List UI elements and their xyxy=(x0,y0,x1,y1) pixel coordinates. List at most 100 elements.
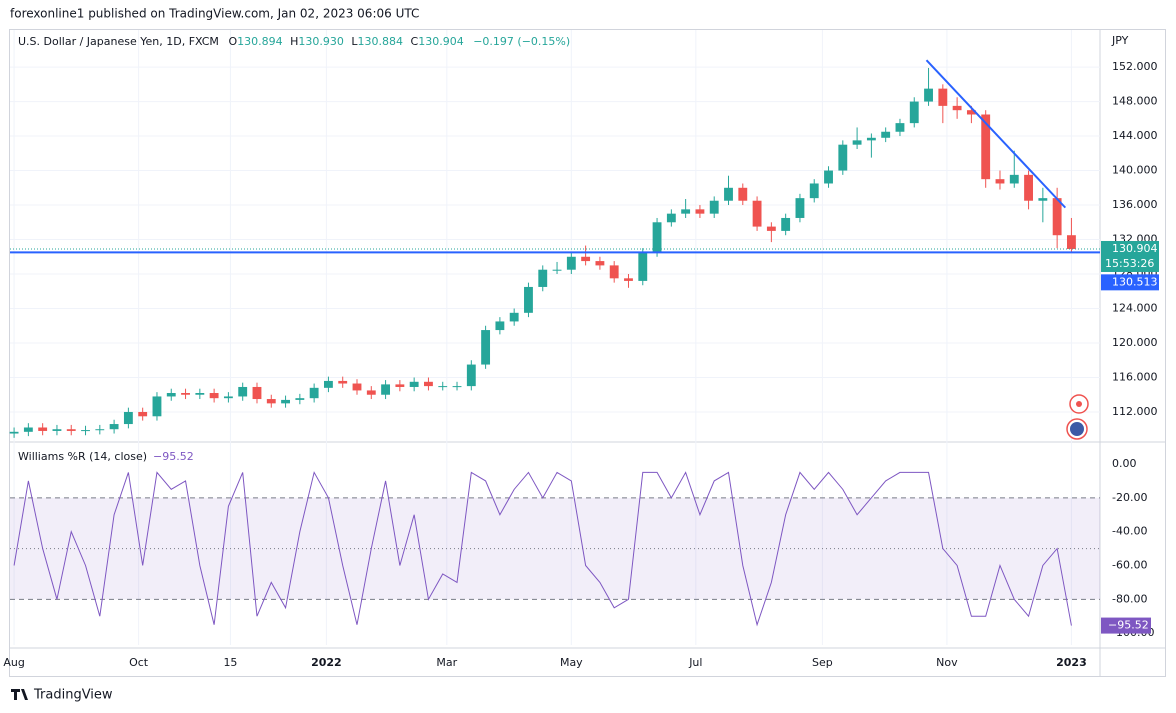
candle-body xyxy=(666,213,676,223)
candle-body xyxy=(766,226,776,231)
legend: U.S. Dollar / Japanese Yen, 1D, FXCM O13… xyxy=(18,35,570,48)
y-tick-label: 136.000 xyxy=(1112,198,1158,211)
candle-body xyxy=(266,399,276,404)
candle-body xyxy=(81,430,90,432)
candle-body xyxy=(1009,174,1019,184)
candle-body xyxy=(509,312,519,322)
hline-box xyxy=(1101,274,1159,291)
candle-body xyxy=(809,183,819,199)
indicator-value-box xyxy=(1101,617,1151,634)
candle-body xyxy=(309,387,319,399)
candle-body xyxy=(524,286,533,313)
candle-body xyxy=(338,380,348,384)
candle-body xyxy=(824,170,833,184)
candle-body xyxy=(624,278,633,281)
ohlc-key: L xyxy=(351,35,358,48)
x-tick-label: Oct xyxy=(129,656,149,669)
candle-body xyxy=(52,429,62,431)
x-tick-label: Mar xyxy=(436,656,457,669)
candle-body xyxy=(966,110,976,115)
candle-body xyxy=(895,123,905,132)
y-tick-label: 124.000 xyxy=(1112,302,1158,315)
indicator-line xyxy=(13,471,1072,627)
x-tick-label: Jul xyxy=(688,656,702,669)
logo-mark xyxy=(11,689,28,700)
candle-body xyxy=(838,144,848,171)
event-dot xyxy=(1076,401,1082,407)
ohlc-key: C xyxy=(411,35,419,48)
indicator-value: −95.52 xyxy=(153,450,194,463)
y-tick-label: -20.00 xyxy=(1112,491,1147,504)
candle-body xyxy=(952,105,962,111)
ohlc-key: O xyxy=(228,35,237,48)
symbol-title: U.S. Dollar / Japanese Yen, 1D, FXCM xyxy=(18,35,219,48)
candle-body xyxy=(38,427,48,431)
candle-body xyxy=(1066,235,1076,249)
x-tick-label: 2022 xyxy=(311,656,342,669)
price-unit: JPY xyxy=(1111,34,1129,47)
change: −0.197 (−0.15%) xyxy=(473,35,570,48)
brand: TradingView xyxy=(33,688,113,703)
candle-body xyxy=(695,209,705,214)
candle-body xyxy=(981,114,991,180)
candle-body xyxy=(366,390,376,395)
candle-body xyxy=(995,179,1005,184)
ohlc-value: 130.904 xyxy=(418,35,464,48)
candle-body xyxy=(123,411,133,425)
frame xyxy=(9,29,1166,677)
candle-body xyxy=(652,222,662,253)
last-price-box xyxy=(1101,240,1159,272)
x-tick-label: 15 xyxy=(223,656,237,669)
candle-body xyxy=(595,261,605,266)
candle-body xyxy=(323,380,333,388)
grid xyxy=(10,30,1100,645)
candle-body xyxy=(1052,198,1062,236)
candle-body xyxy=(95,429,105,431)
y-tick-label: 152.000 xyxy=(1112,60,1158,73)
y-tick-label: 0.00 xyxy=(1112,457,1137,470)
trend-line xyxy=(925,59,1067,209)
x-tick-label: 2023 xyxy=(1056,656,1087,669)
candle-body xyxy=(581,256,591,262)
y-tick-label: 148.000 xyxy=(1112,95,1158,108)
hline-label: 130.513 xyxy=(1112,275,1158,288)
candle-body xyxy=(238,386,248,397)
y-tick-label: -60.00 xyxy=(1112,558,1147,571)
candle-body xyxy=(181,393,190,395)
candle-body xyxy=(252,386,262,400)
last-price-label: 130.904 xyxy=(1112,242,1158,255)
candle-body xyxy=(709,200,719,214)
candle-body xyxy=(166,393,176,397)
candle-body xyxy=(195,393,205,395)
ohlc-value: 130.930 xyxy=(298,35,344,48)
ohlc-value: 130.894 xyxy=(237,35,283,48)
candle-body xyxy=(295,398,305,400)
candle-body xyxy=(9,431,19,434)
candle-body xyxy=(395,384,405,387)
candle-body xyxy=(909,101,919,124)
candle-body xyxy=(424,381,433,387)
ohlc-value: 130.884 xyxy=(358,35,404,48)
candle-body xyxy=(109,424,119,430)
candle-body xyxy=(1024,174,1033,201)
candle-body xyxy=(281,399,290,404)
icons xyxy=(1066,394,1089,440)
y-tick-label: 116.000 xyxy=(1112,370,1158,383)
plot xyxy=(9,59,1100,627)
publisher: forexonline1 published on TradingView.co… xyxy=(10,7,419,21)
candle-body xyxy=(209,393,219,399)
candle-body xyxy=(795,198,805,218)
candle-body xyxy=(452,386,462,388)
indicator-name: Williams %R (14, close) xyxy=(18,450,147,463)
indicator-title: Williams %R (14, close) −95.52 xyxy=(18,450,194,463)
x-tick-label: Aug xyxy=(3,656,24,669)
countdown-label: 15:53:26 xyxy=(1105,257,1154,270)
candle-body xyxy=(552,269,562,271)
candle-body xyxy=(223,396,233,399)
indicator-value-label: −95.52 xyxy=(1108,619,1149,632)
y-tick-label: -40.00 xyxy=(1112,525,1147,538)
ohlc-key: H xyxy=(290,35,298,48)
y-tick-label: 120.000 xyxy=(1112,336,1158,349)
candle-body xyxy=(566,256,576,270)
